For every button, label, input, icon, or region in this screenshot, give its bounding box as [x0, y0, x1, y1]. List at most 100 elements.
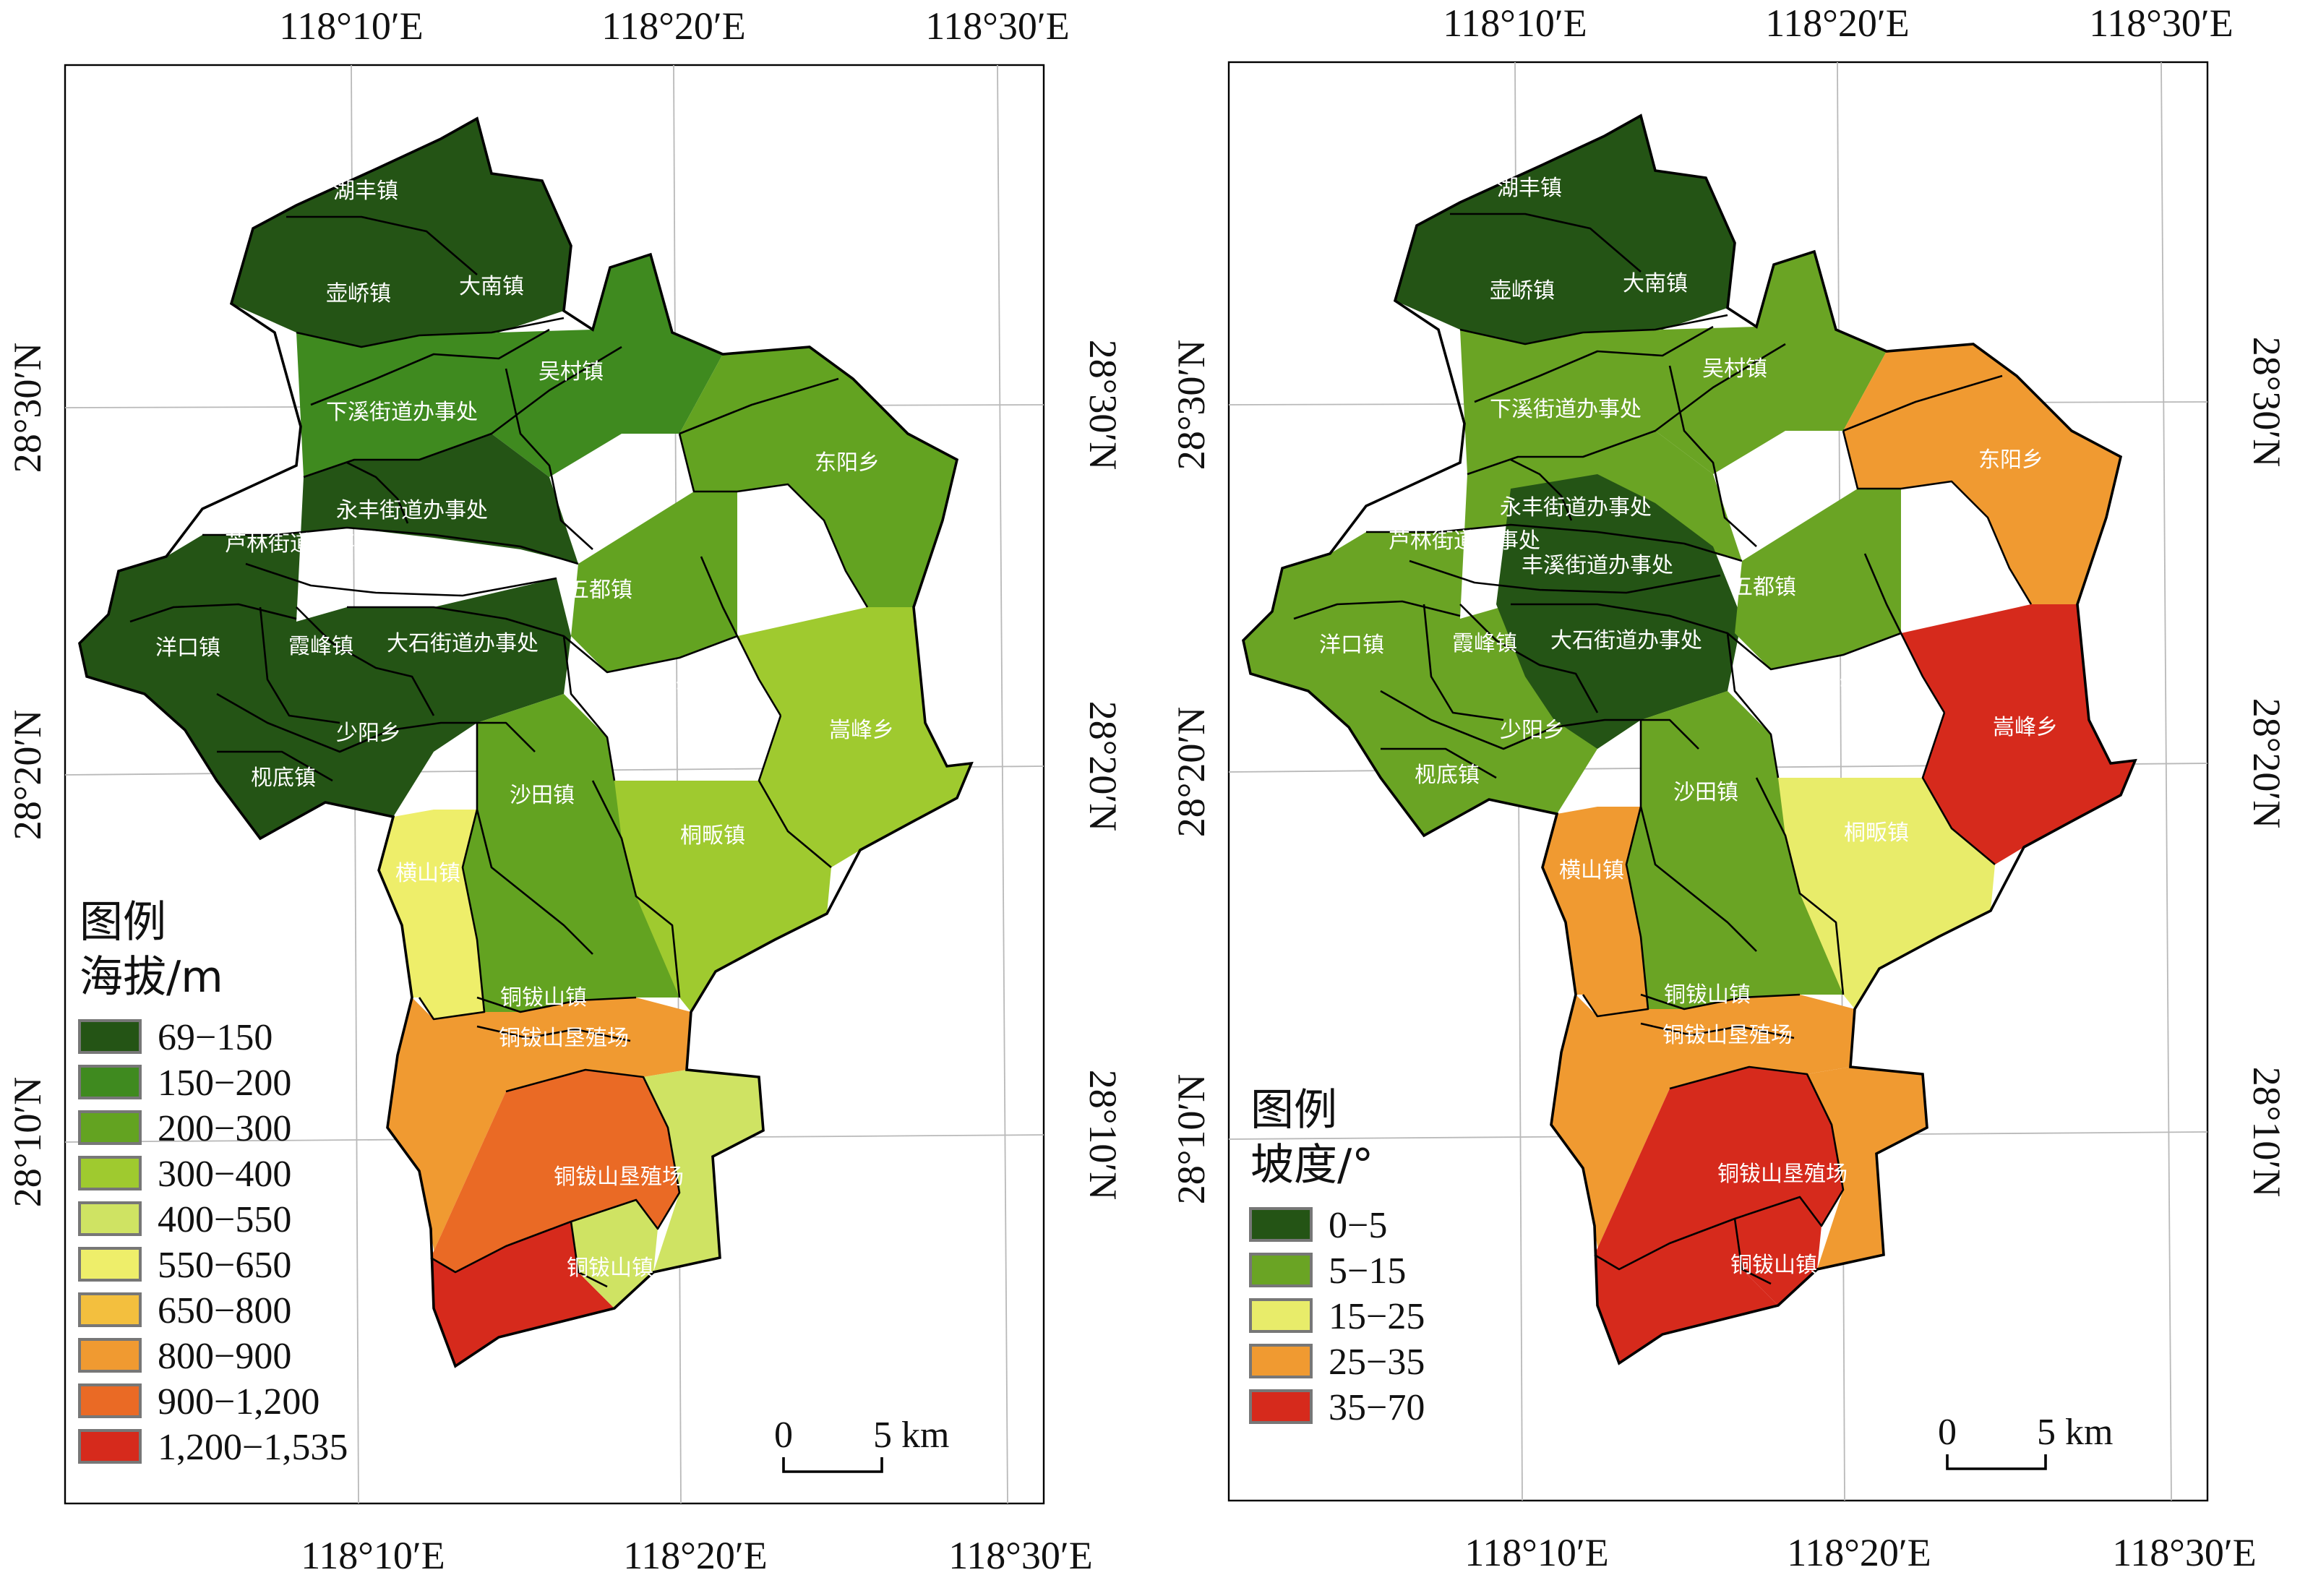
legend-swatch — [1249, 1389, 1313, 1424]
township-boundary — [1381, 747, 1497, 779]
township-boundary — [1409, 559, 1721, 594]
township-boundary — [216, 692, 536, 753]
township-boundary — [259, 606, 340, 724]
township-label: 吴村镇 — [538, 359, 604, 385]
slope-class-region — [1843, 344, 2121, 604]
bottom-longitude-label: 118°10′E — [301, 1534, 445, 1577]
left-latitude-label: 28°10′N — [1170, 1074, 1213, 1204]
township-boundary — [1842, 430, 2033, 605]
slope-class-region — [1460, 252, 1887, 474]
township-label: 大石街道办事处 — [387, 631, 538, 656]
township-label: 永丰街道办事处 — [336, 498, 488, 523]
legend-swatch — [1249, 1207, 1313, 1242]
elevation-county-outline — [78, 116, 974, 1368]
township-label: 芦林街道办事处 — [225, 531, 377, 557]
slope-class-region — [1807, 1067, 1927, 1269]
township-label: 桐畈镇 — [680, 823, 745, 849]
elevation-class-region — [643, 1070, 763, 1272]
legend-swatch — [78, 1338, 142, 1373]
legend-subtitle: 海拔/m — [80, 952, 223, 1003]
township-label: 铜钹山垦殖场 — [499, 1026, 629, 1051]
township-boundary — [1726, 632, 1780, 778]
township-label: 丰溪街道办事处 — [358, 556, 510, 581]
right-latitude-label: 28°30′N — [2245, 337, 2288, 467]
elevation-class-region — [571, 492, 737, 672]
elevation-class-region — [679, 347, 957, 607]
slope-class-region — [1901, 604, 2135, 864]
meridian-line — [997, 64, 1008, 1504]
slope-class-region — [1778, 778, 1995, 1009]
township-label: 铜钹山镇 — [567, 1256, 653, 1281]
slope-class-region — [1735, 1197, 1821, 1305]
township-label: 铜钹山镇 — [1730, 1253, 1817, 1278]
township-label: 下溪街道办事处 — [1490, 397, 1642, 422]
meridian-line — [2160, 61, 2172, 1501]
township-label: 丰溪街道办事处 — [1522, 553, 1673, 578]
legend-item-label: 300−400 — [158, 1154, 291, 1195]
legend-title: 图例 — [80, 897, 166, 948]
township-boundary — [1921, 712, 1996, 865]
left-latitude-label: 28°20′N — [1170, 707, 1213, 837]
right-latitude-label: 28°10′N — [2245, 1067, 2288, 1197]
legend-item-label: 650−800 — [158, 1290, 291, 1331]
township-label: 铜钹山镇 — [1664, 982, 1751, 1008]
slope-class-region — [1395, 116, 1735, 344]
scale-start-label: 0 — [1938, 1412, 1957, 1453]
township-label: 大南镇 — [1623, 271, 1688, 296]
legend-swatch — [78, 1156, 142, 1190]
township-label: 湖丰镇 — [1497, 176, 1562, 201]
township-boundary — [591, 780, 681, 998]
left-latitude-label: 28°20′N — [6, 710, 49, 840]
township-label: 霞峰镇 — [288, 634, 353, 659]
elevation-class-region — [296, 254, 723, 477]
legend-item-label: 15−25 — [1329, 1296, 1425, 1337]
township-label: 大南镇 — [459, 274, 524, 299]
legend-swatch — [1249, 1298, 1313, 1333]
township-label: 芦林街道办事处 — [1389, 528, 1540, 554]
township-boundary — [1863, 553, 1946, 713]
township-label: 洋口镇 — [155, 635, 220, 661]
elevation-class-region — [614, 781, 831, 1012]
scale-end-label: 5 km — [873, 1415, 949, 1456]
township-boundary — [430, 1068, 681, 1274]
township-label: 永丰街道办事处 — [1500, 495, 1652, 520]
right-latitude-label: 28°20′N — [2245, 698, 2288, 828]
legend-swatch — [78, 1019, 142, 1054]
township-label: 湖丰镇 — [333, 179, 398, 204]
slope-class-region — [1595, 1067, 1843, 1269]
slope-scale-bar: 0 5 km — [1938, 1412, 2113, 1470]
township-boundary — [758, 715, 832, 868]
township-label: 吴村镇 — [1702, 356, 1767, 382]
legend-swatch — [78, 1292, 142, 1327]
township-label: 铜钹山镇 — [500, 985, 587, 1011]
slope-class-region — [1626, 691, 1843, 1009]
legend-swatch — [78, 1201, 142, 1236]
bottom-longitude-label: 118°20′E — [1787, 1531, 1931, 1574]
township-boundary — [202, 526, 579, 565]
legend-title: 图例 — [1250, 1085, 1337, 1136]
township-label: 大石街道办事处 — [1550, 628, 1702, 653]
scale-start-label: 0 — [774, 1415, 793, 1456]
township-label: 下溪街道办事处 — [326, 400, 478, 425]
township-label: 枧底镇 — [1415, 763, 1480, 788]
township-label: 洋口镇 — [1319, 632, 1384, 658]
elevation-class-region — [231, 119, 571, 347]
township-boundary — [570, 1221, 608, 1288]
elevation-township-boundaries — [129, 215, 869, 1288]
legend-item-label: 550−650 — [158, 1245, 291, 1286]
township-label: 铜钹山垦殖场 — [1717, 1162, 1848, 1187]
township-label: 霞峰镇 — [1452, 631, 1517, 656]
township-boundary — [129, 603, 297, 623]
elevation-class-region — [737, 607, 971, 867]
slope-class-region — [1551, 995, 1855, 1363]
top-longitude-label: 118°10′E — [279, 4, 423, 48]
bottom-longitude-label: 118°30′E — [2112, 1531, 2256, 1574]
township-boundary — [1467, 343, 1786, 476]
township-label: 五都镇 — [567, 578, 632, 603]
township-label: 少阳乡 — [336, 721, 401, 746]
elevation-class-region — [431, 1070, 679, 1272]
legend-item-label: 35−70 — [1329, 1387, 1425, 1428]
